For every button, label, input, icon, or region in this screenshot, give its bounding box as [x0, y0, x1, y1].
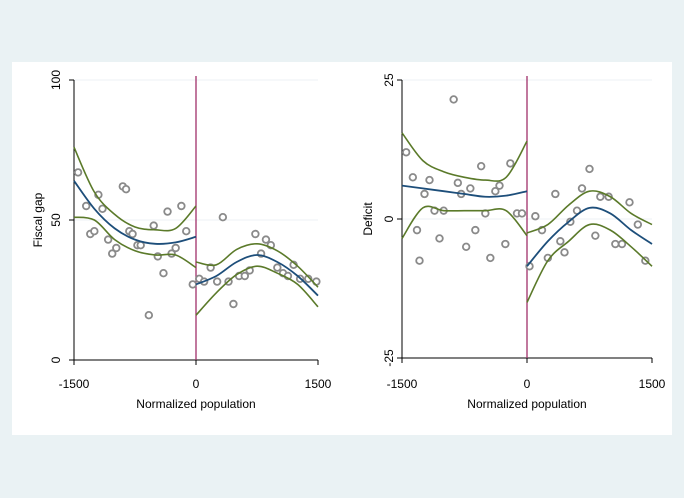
- regression-discontinuity-charts: 0 50 100 -1500 0 1500 Normalized population Fis…: [31, 70, 666, 411]
- y-tick-label-1: 0: [382, 215, 396, 222]
- data-point-18: [159, 268, 168, 278]
- data-point-23: [182, 226, 191, 236]
- data-point-19: [495, 181, 504, 190]
- data-point-39: [273, 263, 282, 272]
- data-point-22: [177, 201, 186, 211]
- data-point-41: [633, 220, 643, 229]
- ci-lower-left-line: [73, 216, 197, 269]
- ci-upper-left-line: [401, 132, 528, 182]
- data-point-21: [506, 159, 515, 168]
- data-point-29: [218, 212, 228, 222]
- data-point-36: [596, 192, 605, 201]
- x-tick-label-0: -1500: [59, 377, 90, 391]
- data-point-21: [171, 243, 180, 253]
- data-point-8: [112, 243, 121, 253]
- x-axis-title: Normalized population: [467, 397, 586, 411]
- data-point-23: [517, 209, 527, 218]
- data-point-2: [412, 225, 422, 235]
- data-point-40: [625, 198, 634, 207]
- x-tick-label-1: 0: [193, 377, 200, 391]
- data-point-15: [476, 161, 486, 171]
- data-point-44: [304, 274, 313, 283]
- data-point-30: [560, 248, 569, 257]
- data-point-5: [425, 175, 434, 185]
- x-tick-label-1: 0: [524, 377, 531, 391]
- chart-panel-2: -25 0 25 -1500 0 1500 Normalized population Def…: [361, 73, 666, 411]
- data-point-13: [466, 184, 475, 193]
- data-point-7: [435, 234, 444, 243]
- data-point-1: [408, 173, 418, 182]
- data-point-25: [531, 212, 540, 221]
- data-point-16: [149, 221, 158, 230]
- ci-lower-right-line: [195, 265, 319, 316]
- data-point-5: [98, 204, 107, 213]
- data-point-34: [585, 164, 594, 174]
- data-point-37: [261, 235, 271, 244]
- chart-canvas: 0 50 100 -1500 0 1500 Normalized population Fis…: [12, 62, 672, 435]
- data-point-3: [415, 256, 424, 265]
- fit-right-line: [526, 206, 653, 267]
- x-tick-label-2: 1500: [305, 377, 332, 391]
- x-axis-title: Normalized population: [136, 397, 255, 411]
- data-point-35: [251, 229, 260, 239]
- x-tick-label-2: 1500: [639, 377, 666, 391]
- y-tick-label-1: 50: [49, 213, 63, 227]
- data-point-28: [212, 277, 222, 286]
- data-point-31: [229, 299, 238, 309]
- chart-panel-1: 0 50 100 -1500 0 1500 Normalized population Fis…: [31, 70, 332, 411]
- data-point-28: [551, 189, 560, 199]
- data-point-20: [501, 239, 510, 249]
- data-point-33: [240, 271, 249, 281]
- data-point-19: [163, 207, 172, 216]
- data-point-10: [453, 178, 463, 188]
- fit-left-line: [73, 180, 197, 245]
- data-point-14: [471, 225, 480, 235]
- data-point-10: [121, 184, 131, 194]
- y-tick-label-2: 25: [382, 73, 396, 87]
- ci-lower-right-line: [526, 223, 653, 303]
- data-point-4: [420, 189, 429, 199]
- data-point-17: [153, 252, 162, 261]
- y-tick-label-0: 0: [49, 356, 63, 363]
- data-point-0: [401, 148, 411, 157]
- data-point-12: [461, 242, 471, 251]
- y-tick-label-2: 100: [49, 70, 63, 90]
- data-point-33: [577, 184, 587, 193]
- data-point-1: [81, 201, 91, 211]
- y-axis-title: Fiscal gap: [31, 192, 45, 247]
- data-point-24: [188, 280, 197, 289]
- x-tick-label-0: -1500: [387, 377, 418, 391]
- ci-upper-right-line: [526, 190, 653, 234]
- data-point-38: [611, 239, 620, 249]
- data-point-9: [449, 95, 458, 104]
- data-point-29: [556, 237, 565, 246]
- y-tick-label-0: -25: [382, 349, 396, 367]
- data-point-12: [128, 229, 137, 239]
- data-point-15: [144, 310, 154, 320]
- data-point-39: [617, 239, 627, 249]
- data-point-6: [103, 235, 113, 244]
- data-point-18: [491, 186, 500, 196]
- data-point-17: [486, 253, 495, 263]
- fit-right-line: [195, 254, 319, 297]
- data-point-7: [108, 249, 117, 258]
- fit-left-line: [401, 184, 528, 198]
- ci-upper-right-line: [195, 242, 319, 288]
- data-point-0: [73, 168, 83, 177]
- data-point-35: [591, 231, 600, 240]
- data-point-3: [90, 226, 99, 236]
- ci-lower-left-line: [401, 205, 528, 239]
- y-axis-title: Deficit: [361, 202, 375, 236]
- ci-upper-left-line: [73, 146, 197, 232]
